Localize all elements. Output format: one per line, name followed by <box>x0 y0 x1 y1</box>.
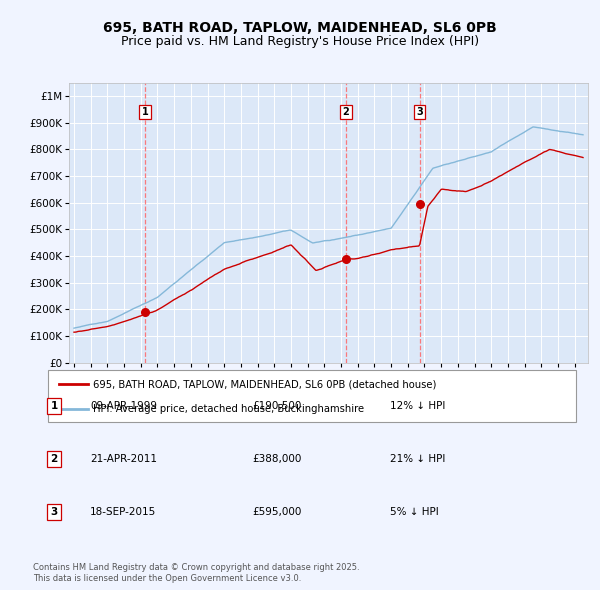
Text: 2: 2 <box>50 454 58 464</box>
Text: 21-APR-2011: 21-APR-2011 <box>90 454 157 464</box>
Text: £190,500: £190,500 <box>252 401 301 411</box>
Text: £388,000: £388,000 <box>252 454 301 464</box>
FancyBboxPatch shape <box>48 370 576 422</box>
Text: 3: 3 <box>416 107 423 117</box>
Text: Contains HM Land Registry data © Crown copyright and database right 2025.
This d: Contains HM Land Registry data © Crown c… <box>33 563 359 583</box>
Text: 2: 2 <box>343 107 349 117</box>
Text: HPI: Average price, detached house, Buckinghamshire: HPI: Average price, detached house, Buck… <box>93 404 364 414</box>
Text: 09-APR-1999: 09-APR-1999 <box>90 401 157 411</box>
Text: 695, BATH ROAD, TAPLOW, MAIDENHEAD, SL6 0PB (detached house): 695, BATH ROAD, TAPLOW, MAIDENHEAD, SL6 … <box>93 379 436 389</box>
Text: 1: 1 <box>142 107 149 117</box>
Text: Price paid vs. HM Land Registry's House Price Index (HPI): Price paid vs. HM Land Registry's House … <box>121 35 479 48</box>
Text: 21% ↓ HPI: 21% ↓ HPI <box>390 454 445 464</box>
Text: 5% ↓ HPI: 5% ↓ HPI <box>390 507 439 517</box>
Text: 18-SEP-2015: 18-SEP-2015 <box>90 507 156 517</box>
Text: £595,000: £595,000 <box>252 507 301 517</box>
Text: 695, BATH ROAD, TAPLOW, MAIDENHEAD, SL6 0PB: 695, BATH ROAD, TAPLOW, MAIDENHEAD, SL6 … <box>103 21 497 35</box>
Text: 12% ↓ HPI: 12% ↓ HPI <box>390 401 445 411</box>
Text: 3: 3 <box>50 507 58 517</box>
Text: 1: 1 <box>50 401 58 411</box>
